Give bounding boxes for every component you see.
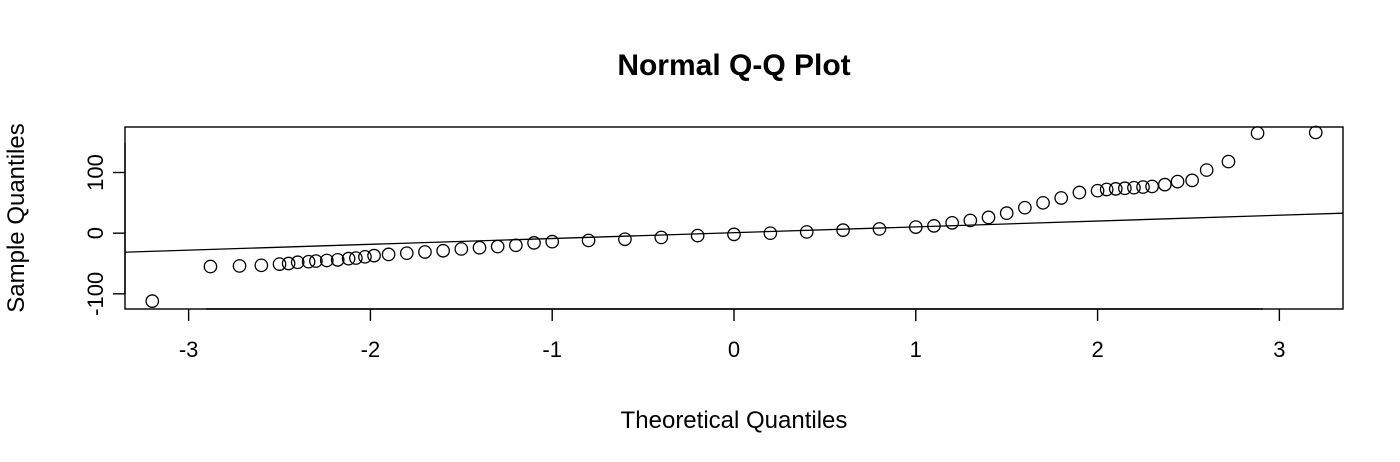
data-point (1145, 179, 1159, 194)
data-point (799, 225, 814, 239)
data-point (1099, 182, 1114, 197)
data-point (945, 216, 959, 230)
data-point (1118, 181, 1132, 196)
data-point (727, 227, 741, 242)
y-tick-label: -100 (83, 272, 108, 316)
data-point (436, 243, 450, 258)
x-tick-label: 2 (1091, 337, 1103, 362)
data-point (1157, 177, 1172, 192)
data-point (1250, 126, 1265, 140)
data-point (290, 255, 305, 270)
data-point (1108, 182, 1123, 196)
data-point (654, 230, 669, 245)
data-point (454, 242, 469, 256)
data-point (527, 236, 541, 250)
reference-line (124, 212, 1344, 253)
data-point (963, 213, 978, 228)
data-point (1185, 173, 1199, 188)
data-point (203, 259, 218, 274)
x-tick-label: 3 (1273, 337, 1285, 362)
data-point (1018, 200, 1032, 215)
y-tick-label: 0 (83, 227, 108, 239)
data-point (145, 294, 160, 308)
data-point (981, 210, 996, 225)
data-point (999, 206, 1014, 220)
data-point (1308, 125, 1323, 140)
data-point (1170, 174, 1185, 189)
y-axis-ticks: -100 0 100 (83, 154, 125, 316)
x-tick-label: -1 (542, 337, 562, 362)
data-point (232, 259, 247, 273)
data-point (272, 257, 287, 271)
data-point (908, 220, 923, 234)
chart-title: Normal Q-Q Plot (617, 49, 850, 82)
x-tick-label: -3 (179, 337, 199, 362)
data-point (1127, 180, 1141, 195)
data-point (381, 247, 396, 262)
x-axis-ticks: -3 -2 -1 0 1 2 3 (179, 309, 1285, 362)
data-point (1136, 180, 1150, 194)
data-point (358, 249, 372, 264)
data-point (618, 232, 632, 247)
data-point (281, 256, 296, 271)
plot-frame (124, 126, 1344, 310)
data-point (349, 251, 363, 265)
data-point (927, 219, 941, 233)
data-point (254, 258, 269, 273)
data-point (872, 222, 887, 236)
data-point (1221, 154, 1236, 169)
data-point (690, 228, 705, 243)
data-point (319, 253, 334, 268)
data-point (1054, 191, 1069, 205)
data-point (763, 226, 778, 241)
y-axis-label: Sample Quantiles (3, 123, 30, 312)
x-axis-label: Theoretical Quantiles (621, 407, 848, 434)
data-point (509, 238, 523, 253)
data-point (330, 253, 345, 267)
x-tick-label: 1 (910, 337, 922, 362)
data-point (545, 234, 560, 249)
data-point (301, 254, 316, 269)
y-tick-label: 100 (83, 154, 108, 191)
x-tick-label: -2 (361, 337, 381, 362)
data-point (581, 233, 596, 248)
data-point (341, 251, 356, 266)
data-point (836, 223, 850, 237)
data-point (309, 254, 323, 268)
data-point (490, 239, 505, 254)
data-point (399, 246, 414, 261)
data-point (472, 240, 487, 255)
data-point (1199, 163, 1214, 177)
data-point (418, 245, 432, 259)
data-point (1090, 183, 1105, 198)
data-point (367, 248, 381, 263)
x-tick-label: 0 (728, 337, 740, 362)
data-point (1036, 195, 1050, 210)
data-points (145, 125, 1323, 308)
data-point (1072, 185, 1087, 200)
